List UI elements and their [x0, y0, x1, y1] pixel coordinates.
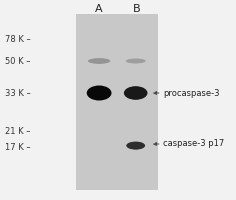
Ellipse shape — [126, 87, 145, 99]
Ellipse shape — [88, 58, 110, 64]
Ellipse shape — [127, 88, 144, 98]
Text: caspase-3 p17: caspase-3 p17 — [163, 140, 224, 148]
Ellipse shape — [128, 142, 143, 149]
Ellipse shape — [131, 91, 140, 95]
Ellipse shape — [89, 87, 109, 99]
Ellipse shape — [130, 90, 141, 96]
Ellipse shape — [129, 59, 142, 63]
Text: 17 K –: 17 K – — [5, 142, 30, 152]
Text: A: A — [95, 4, 103, 14]
Ellipse shape — [133, 60, 139, 62]
Ellipse shape — [90, 88, 108, 98]
Ellipse shape — [95, 90, 104, 96]
Ellipse shape — [96, 91, 102, 95]
Ellipse shape — [128, 89, 143, 97]
Ellipse shape — [88, 86, 110, 100]
Ellipse shape — [95, 60, 103, 62]
Ellipse shape — [132, 144, 139, 147]
Ellipse shape — [91, 59, 107, 63]
Ellipse shape — [91, 88, 107, 98]
Ellipse shape — [126, 142, 145, 150]
Ellipse shape — [92, 89, 106, 97]
Ellipse shape — [127, 142, 144, 149]
Ellipse shape — [130, 60, 141, 62]
Ellipse shape — [92, 59, 106, 63]
Ellipse shape — [134, 145, 137, 146]
Ellipse shape — [128, 59, 143, 63]
Ellipse shape — [90, 59, 108, 63]
Ellipse shape — [94, 60, 104, 62]
Text: 50 K –: 50 K – — [5, 56, 30, 66]
Ellipse shape — [97, 60, 101, 62]
Ellipse shape — [126, 59, 145, 63]
Ellipse shape — [131, 143, 141, 148]
Ellipse shape — [97, 92, 101, 94]
Ellipse shape — [126, 59, 146, 63]
Text: 33 K –: 33 K – — [5, 88, 30, 98]
Ellipse shape — [93, 59, 105, 63]
Ellipse shape — [132, 91, 139, 95]
Ellipse shape — [130, 143, 142, 148]
Ellipse shape — [131, 60, 140, 62]
Ellipse shape — [132, 60, 139, 62]
Ellipse shape — [133, 145, 138, 147]
Text: B: B — [133, 4, 141, 14]
Ellipse shape — [129, 143, 143, 149]
Ellipse shape — [131, 144, 140, 147]
Ellipse shape — [87, 86, 112, 100]
Ellipse shape — [96, 60, 102, 62]
Text: 78 K –: 78 K – — [5, 36, 30, 45]
Text: 21 K –: 21 K – — [5, 127, 30, 136]
Ellipse shape — [124, 86, 148, 100]
Ellipse shape — [127, 59, 144, 63]
Ellipse shape — [134, 92, 138, 94]
Bar — [76, 14, 158, 190]
Ellipse shape — [125, 87, 146, 99]
Ellipse shape — [129, 89, 142, 97]
Ellipse shape — [89, 58, 109, 64]
Ellipse shape — [93, 90, 105, 96]
Text: procaspase-3: procaspase-3 — [163, 88, 219, 98]
